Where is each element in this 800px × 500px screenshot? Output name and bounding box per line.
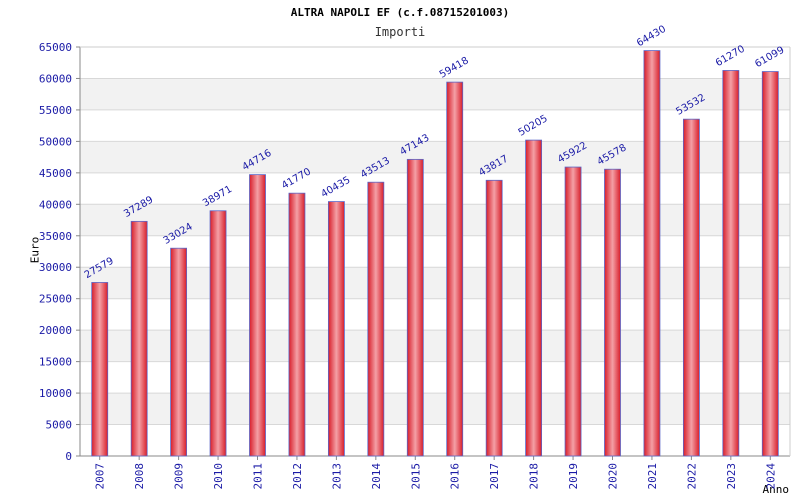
x-tick-label: 2011 bbox=[252, 463, 265, 490]
y-tick-label: 65000 bbox=[39, 41, 72, 54]
data-label: 61099 bbox=[753, 45, 786, 70]
y-tick-label: 45000 bbox=[39, 167, 72, 180]
x-tick-label: 2018 bbox=[528, 463, 541, 490]
x-tick-label: 2013 bbox=[330, 463, 343, 490]
bar bbox=[406, 158, 424, 457]
y-tick-label: 20000 bbox=[39, 324, 72, 337]
bar bbox=[525, 139, 543, 457]
bar bbox=[209, 210, 227, 457]
y-tick-label: 60000 bbox=[39, 72, 72, 85]
bar bbox=[327, 201, 345, 457]
grid-band bbox=[80, 393, 790, 425]
x-tick-label: 2022 bbox=[685, 463, 698, 490]
x-axis-label: Anno bbox=[762, 483, 790, 496]
x-tick-label: 2012 bbox=[291, 463, 304, 490]
bar bbox=[446, 81, 464, 457]
data-label: 59418 bbox=[438, 55, 471, 80]
bar bbox=[682, 118, 700, 457]
bar bbox=[367, 181, 385, 457]
x-tick-label: 2021 bbox=[646, 463, 659, 490]
y-tick-label: 10000 bbox=[39, 387, 72, 400]
y-tick-label: 55000 bbox=[39, 104, 72, 117]
bar bbox=[643, 50, 661, 457]
data-label: 40435 bbox=[319, 175, 352, 200]
grid-band bbox=[80, 78, 790, 110]
grid-band bbox=[80, 267, 790, 299]
bar bbox=[130, 220, 148, 457]
x-tick-label: 2007 bbox=[94, 463, 107, 490]
bar bbox=[604, 168, 621, 457]
bar bbox=[485, 179, 503, 457]
y-tick-label: 0 bbox=[65, 450, 72, 463]
x-tick-label: 2019 bbox=[567, 463, 580, 490]
y-tick-label: 15000 bbox=[39, 356, 72, 369]
data-label: 64430 bbox=[635, 24, 668, 49]
bar bbox=[91, 282, 109, 457]
y-tick-label: 35000 bbox=[39, 230, 72, 243]
x-tick-label: 2009 bbox=[173, 463, 186, 490]
x-tick-label: 2020 bbox=[607, 463, 620, 490]
grid-band bbox=[80, 141, 790, 173]
chart-subtitle: Importi bbox=[374, 25, 426, 39]
y-tick-label: 50000 bbox=[39, 135, 72, 148]
x-tick-label: 2017 bbox=[488, 463, 501, 490]
x-tick-label: 2024 bbox=[764, 463, 777, 490]
y-tick-label: 40000 bbox=[39, 198, 72, 211]
x-tick-label: 2014 bbox=[370, 463, 383, 490]
bar bbox=[722, 70, 740, 457]
y-tick-label: 25000 bbox=[39, 293, 72, 306]
bar bbox=[249, 174, 266, 457]
x-tick-label: 2010 bbox=[212, 463, 225, 490]
y-tick-label: 5000 bbox=[46, 419, 73, 432]
chart-title: ALTRA NAPOLI EF (c.f.08715201003) bbox=[290, 6, 510, 19]
x-tick-label: 2016 bbox=[449, 463, 462, 490]
bar bbox=[170, 247, 188, 457]
bar bbox=[288, 192, 306, 457]
grid-band bbox=[80, 204, 790, 236]
y-tick-label: 30000 bbox=[39, 261, 72, 274]
data-label: 50205 bbox=[517, 113, 550, 138]
grid-band bbox=[80, 330, 790, 362]
bar bbox=[761, 71, 779, 457]
bar bbox=[564, 166, 582, 457]
x-tick-label: 2023 bbox=[725, 463, 738, 490]
x-tick-label: 2015 bbox=[409, 463, 422, 490]
x-tick-label: 2008 bbox=[133, 463, 146, 490]
